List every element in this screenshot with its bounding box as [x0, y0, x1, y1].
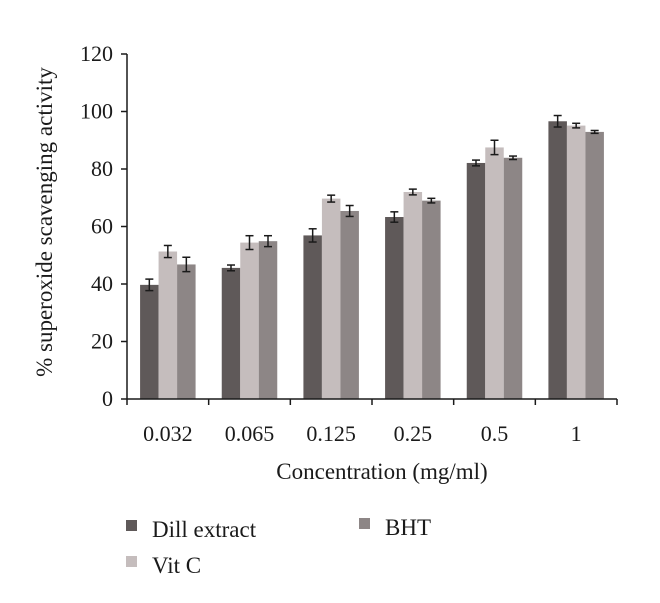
error-bar-3-4 — [427, 197, 436, 204]
legend-swatch-3 — [359, 518, 370, 529]
bar-1-2 — [221, 267, 241, 399]
error-bar-1-6 — [553, 114, 562, 128]
error-bar-3-5 — [509, 155, 517, 161]
bar-1-5 — [466, 162, 486, 399]
error-bar-3-3 — [345, 204, 354, 218]
y-axis-title: % superoxide scavenging activity — [32, 67, 57, 377]
error-bar-2-3 — [327, 194, 336, 203]
error-bar-1-2 — [227, 264, 235, 272]
bar-1-4 — [385, 217, 404, 399]
bar-1-1 — [140, 284, 159, 399]
bar-3-4 — [422, 200, 441, 399]
legend-swatch-1 — [126, 520, 137, 531]
bar-3-6 — [585, 131, 604, 399]
x-tick-label: 0.125 — [306, 421, 356, 446]
axes-group: 0 20 40 60 80 100 120 0.032 0.065 0.125 0.25 0.5 1 — [80, 41, 618, 446]
error-bar-1-4 — [390, 211, 399, 223]
x-tick-label: 0.25 — [394, 421, 433, 446]
error-bar-2-4 — [408, 188, 417, 196]
bars-group — [140, 114, 604, 400]
y-tick-label: 0 — [102, 386, 113, 411]
error-bar-3-1 — [182, 256, 191, 273]
legend-label-2: Vit C — [152, 553, 201, 578]
bar-2-4 — [403, 192, 423, 399]
legend-swatch-2 — [126, 556, 137, 567]
bar-2-5 — [485, 147, 504, 399]
bar-3-3 — [340, 210, 359, 399]
x-tick-label: 0.5 — [481, 421, 509, 446]
x-tick-label: 0.065 — [225, 421, 275, 446]
bar-1-6 — [548, 121, 567, 400]
error-bar-1-1 — [145, 278, 154, 292]
error-bar-2-5 — [490, 139, 499, 156]
legend-label-3: BHT — [385, 515, 431, 540]
x-tick-label: 1 — [571, 421, 582, 446]
bar-2-6 — [566, 125, 586, 400]
error-bar-2-2 — [245, 234, 254, 251]
y-tick-label: 40 — [91, 271, 113, 296]
y-tick-label: 100 — [80, 99, 113, 124]
bar-2-3 — [321, 198, 341, 399]
bar-2-2 — [240, 242, 259, 399]
x-tick-label: 0.032 — [143, 421, 193, 446]
bar-2-1 — [158, 251, 178, 399]
y-tick-label: 120 — [80, 41, 113, 66]
legend: Dill extract Vit C BHT — [126, 515, 431, 578]
y-tick-label: 20 — [91, 329, 113, 354]
bar-3-5 — [503, 157, 523, 399]
bar-1-3 — [303, 235, 322, 399]
error-bar-2-1 — [163, 244, 172, 259]
error-bar-3-2 — [264, 234, 272, 248]
y-tick-label: 60 — [91, 214, 113, 239]
y-tick-label: 80 — [91, 156, 113, 181]
legend-label-1: Dill extract — [152, 517, 257, 542]
error-bar-3-6 — [590, 129, 599, 135]
error-bar-1-3 — [308, 228, 317, 243]
error-bar-1-5 — [472, 159, 480, 167]
error-bar-2-6 — [572, 122, 581, 129]
bar-3-1 — [177, 264, 196, 399]
bar-3-2 — [258, 241, 278, 399]
x-axis-title: Concentration (mg/ml) — [276, 459, 487, 484]
